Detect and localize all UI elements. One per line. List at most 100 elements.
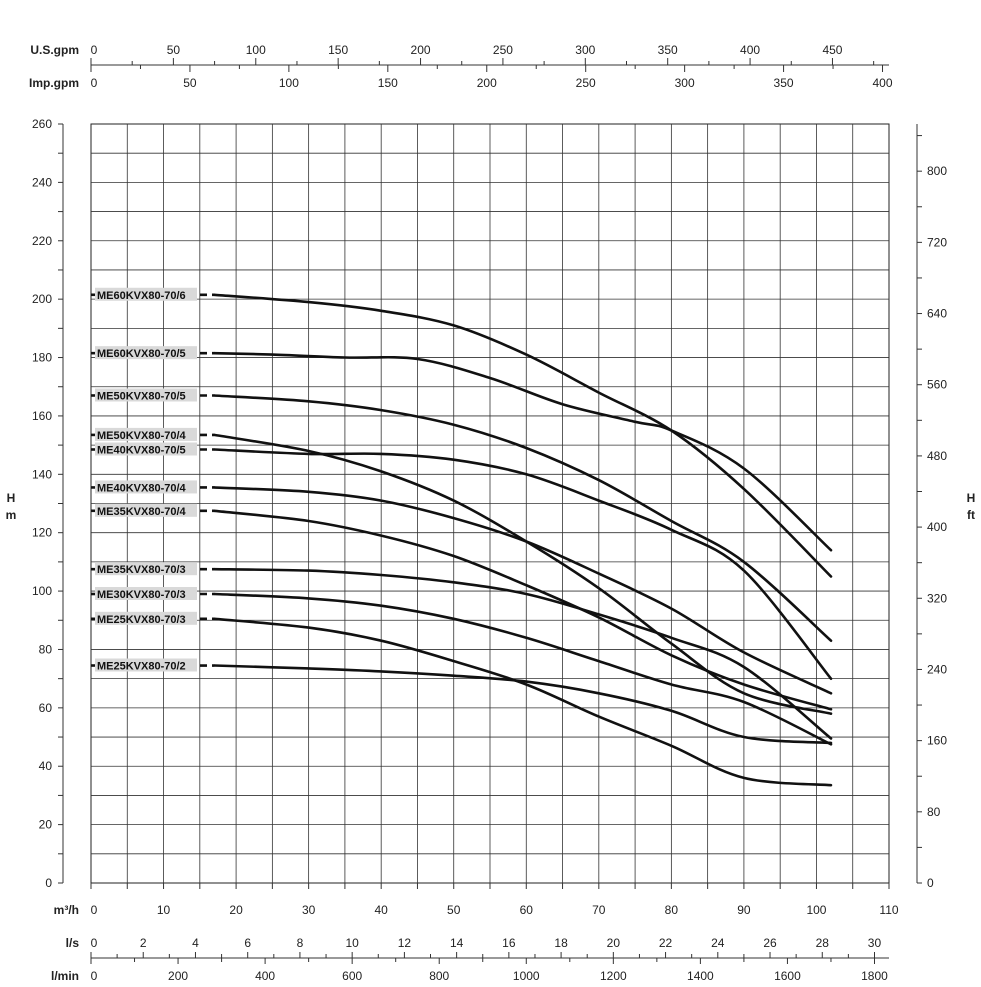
x-ls-tick-label: 24 <box>711 936 725 950</box>
x-ls-tick-label: 4 <box>192 936 199 950</box>
y-left-tick-label: 40 <box>39 759 53 773</box>
curve-label-text: ME50KVX80-70/5 <box>97 390 186 402</box>
x-ls-tick-label: 26 <box>763 936 777 950</box>
x-impgpm-tick-label: 400 <box>873 76 893 90</box>
y-right-tick-label: 240 <box>927 662 947 676</box>
x-usgpm-tick-label: 150 <box>328 43 348 57</box>
curve-labels: ME60KVX80-70/6 ME60KVX80-70/5 ME50KVX80-70… <box>95 287 197 673</box>
x-lmin-tick-label: 1400 <box>687 969 714 983</box>
pump-curve <box>213 433 833 715</box>
x-usgpm-axis-label: U.S.gpm <box>30 43 79 57</box>
curve-label-background <box>95 586 197 600</box>
x-lmin-tick-label: 400 <box>255 969 275 983</box>
y-left-tick-label: 80 <box>39 642 53 656</box>
curve-label-text: ME35KVX80-70/3 <box>97 564 186 576</box>
y-right-tick-label: 480 <box>927 449 947 463</box>
x-m3h-tick-label: 0 <box>91 903 98 917</box>
y-left-tick-label: 240 <box>32 175 52 189</box>
y-right-tick-label: 320 <box>927 591 947 605</box>
curve-label: ME60KVX80-70/6 <box>95 287 197 302</box>
x-lmin-tick-label: 0 <box>91 969 98 983</box>
x-m3h-tick-label: 40 <box>375 903 389 917</box>
x-m3h-tick-label: 100 <box>806 903 826 917</box>
y-right-axis-label-bottom: ft <box>967 508 975 522</box>
curve-label: ME35KVX80-70/4 <box>95 503 197 518</box>
axes: 020406080100120140160180200220240260Hm08… <box>6 43 976 983</box>
curve-label-background <box>95 442 197 456</box>
y-right-tick-label: 640 <box>927 307 947 321</box>
y-left-axis-label-bottom: m <box>6 508 17 522</box>
curve-label: ME30KVX80-70/3 <box>95 586 197 601</box>
x-impgpm-tick-label: 150 <box>378 76 398 90</box>
x-ls-tick-label: 2 <box>140 936 147 950</box>
x-m3h-tick-label: 10 <box>157 903 171 917</box>
y-left-tick-label: 100 <box>32 584 52 598</box>
curve-label-text: ME40KVX80-70/4 <box>97 482 187 494</box>
x-lmin-tick-label: 200 <box>168 969 188 983</box>
x-ls-tick-label: 10 <box>345 936 359 950</box>
curve-label: ME35KVX80-70/3 <box>95 562 197 576</box>
y-right-tick-label: 400 <box>927 520 947 534</box>
x-m3h-tick-label: 110 <box>879 903 898 917</box>
pump-curve <box>213 617 833 787</box>
x-lmin-tick-label: 1800 <box>861 969 888 983</box>
pump-curve <box>213 293 833 578</box>
curves <box>91 293 833 787</box>
curve-label-background <box>95 480 197 494</box>
x-m3h-tick-label: 80 <box>665 903 679 917</box>
pump-curve <box>213 567 833 740</box>
x-impgpm-axis-label: Imp.gpm <box>29 76 79 90</box>
x-impgpm-tick-label: 0 <box>91 76 98 90</box>
curve-label-background <box>95 346 197 360</box>
x-usgpm-tick-label: 250 <box>493 43 513 57</box>
y-left-tick-label: 160 <box>32 409 52 423</box>
x-m3h-tick-label: 90 <box>737 903 751 917</box>
curve-label: ME25KVX80-70/3 <box>95 611 197 626</box>
curve-label-text: ME60KVX80-70/6 <box>97 290 186 302</box>
pump-curve <box>213 664 833 745</box>
x-impgpm-tick-label: 350 <box>774 76 794 90</box>
curve-label-text: ME40KVX80-70/5 <box>97 444 186 456</box>
pump-curve <box>213 448 833 680</box>
y-left-tick-label: 140 <box>32 467 52 481</box>
y-right-tick-label: 80 <box>927 805 941 819</box>
y-left-tick-label: 200 <box>32 292 52 306</box>
x-ls-tick-label: 30 <box>868 936 882 950</box>
curve-label-text: ME25KVX80-70/3 <box>97 614 186 626</box>
y-right-tick-label: 720 <box>927 235 947 249</box>
x-ls-tick-label: 20 <box>607 936 621 950</box>
x-impgpm-tick-label: 200 <box>477 76 497 90</box>
pump-curve <box>213 351 833 552</box>
x-usgpm-tick-label: 400 <box>740 43 760 57</box>
x-usgpm-tick-label: 300 <box>575 43 595 57</box>
curve-label: ME25KVX80-70/2 <box>95 658 197 673</box>
curve-label-text: ME30KVX80-70/3 <box>97 589 186 601</box>
x-ls-tick-label: 6 <box>244 936 251 950</box>
x-usgpm-tick-label: 450 <box>822 43 842 57</box>
x-ls-tick-label: 0 <box>91 936 98 950</box>
y-left-tick-label: 180 <box>32 351 52 365</box>
curve-label-background <box>95 388 197 402</box>
x-m3h-tick-label: 50 <box>447 903 461 917</box>
x-m3h-tick-label: 60 <box>520 903 534 917</box>
x-ls-tick-label: 22 <box>659 936 673 950</box>
y-left-tick-label: 60 <box>39 701 53 715</box>
x-lmin-tick-label: 1000 <box>513 969 540 983</box>
curve-label-background <box>95 658 197 672</box>
x-impgpm-tick-label: 250 <box>576 76 596 90</box>
x-m3h-tick-label: 30 <box>302 903 316 917</box>
curve-label-text: ME25KVX80-70/2 <box>97 661 186 673</box>
x-impgpm-tick-label: 50 <box>183 76 197 90</box>
pump-curve <box>213 394 833 642</box>
curve-label: ME40KVX80-70/5 <box>95 442 197 456</box>
y-right-axis-label-top: H <box>967 491 976 505</box>
grid <box>90 123 890 884</box>
y-left-tick-label: 0 <box>45 876 52 890</box>
y-right-tick-label: 0 <box>927 876 934 890</box>
x-ls-axis-label: l/s <box>66 936 80 950</box>
curve-label: ME50KVX80-70/4 <box>95 427 197 442</box>
x-m3h-tick-label: 70 <box>592 903 606 917</box>
curve-label: ME60KVX80-70/5 <box>95 346 197 360</box>
curve-label-background <box>95 503 197 517</box>
